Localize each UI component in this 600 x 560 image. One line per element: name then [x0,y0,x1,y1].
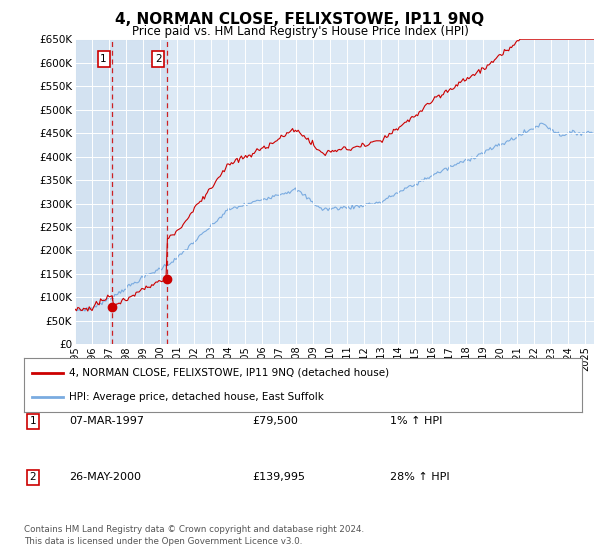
Text: 26-MAY-2000: 26-MAY-2000 [69,473,141,482]
Text: 1: 1 [29,417,37,426]
Text: 28% ↑ HPI: 28% ↑ HPI [390,473,449,482]
Text: 1% ↑ HPI: 1% ↑ HPI [390,417,442,426]
Bar [75,39,112,344]
Text: Contains HM Land Registry data © Crown copyright and database right 2024.
This d: Contains HM Land Registry data © Crown c… [24,525,364,546]
Text: 4, NORMAN CLOSE, FELIXSTOWE, IP11 9NQ (detached house): 4, NORMAN CLOSE, FELIXSTOWE, IP11 9NQ (d… [68,368,389,378]
Text: HPI: Average price, detached house, East Suffolk: HPI: Average price, detached house, East… [68,392,323,402]
Text: 2: 2 [29,473,37,482]
Text: 07-MAR-1997: 07-MAR-1997 [69,417,144,426]
Bar [112,39,167,344]
Text: 4, NORMAN CLOSE, FELIXSTOWE, IP11 9NQ: 4, NORMAN CLOSE, FELIXSTOWE, IP11 9NQ [115,12,485,27]
Text: £79,500: £79,500 [252,417,298,426]
Text: Price paid vs. HM Land Registry's House Price Index (HPI): Price paid vs. HM Land Registry's House … [131,25,469,38]
Text: £139,995: £139,995 [252,473,305,482]
Text: 1: 1 [100,54,107,64]
Text: 2: 2 [155,54,161,64]
